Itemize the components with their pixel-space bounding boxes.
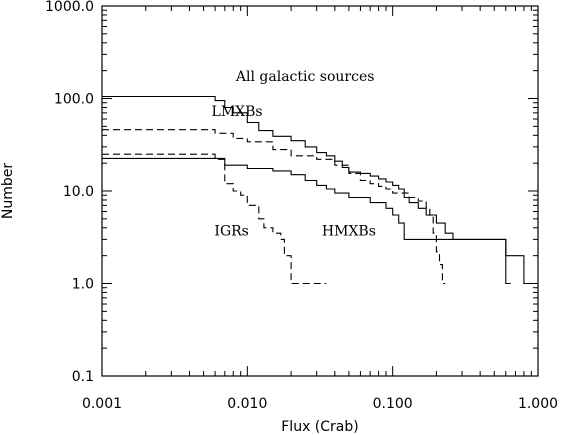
y-tick-label: 0.1 [72,369,94,385]
axis-tick-labels: 0.001 0.010 0.100 1.000 0.1 1.0 10.0 100.0 1000.… [45,0,558,412]
series-igrs [102,153,327,285]
label-igrs: IGRs [214,224,248,240]
label-all-galactic-sources: All galactic sources [235,69,375,85]
y-axis-label: Number [0,163,16,219]
x-tick-label: 1.000 [518,396,558,412]
y-tick-label: 1.0 [72,277,94,293]
data-series [102,95,538,285]
label-hmxbs: HMXBs [322,224,376,240]
series-all-galactic-sources [102,95,538,285]
y-tick-label: 10.0 [63,184,94,200]
x-tick-label: 0.001 [82,396,122,412]
x-tick-label: 0.100 [373,396,413,412]
x-tick-label: 0.010 [227,396,267,412]
plot-frame [101,5,539,377]
label-lmxbs: LMXBs [212,104,263,120]
x-axis-label: Flux (Crab) [281,419,358,435]
axis-ticks [101,5,539,377]
series-hmxbs [102,157,511,285]
y-tick-label: 100.0 [54,92,94,108]
y-tick-label: 1000.0 [45,0,94,15]
series-lmxbs [102,129,446,285]
series-annotations: All galactic sources LMXBs IGRs HMXBs [212,69,376,240]
